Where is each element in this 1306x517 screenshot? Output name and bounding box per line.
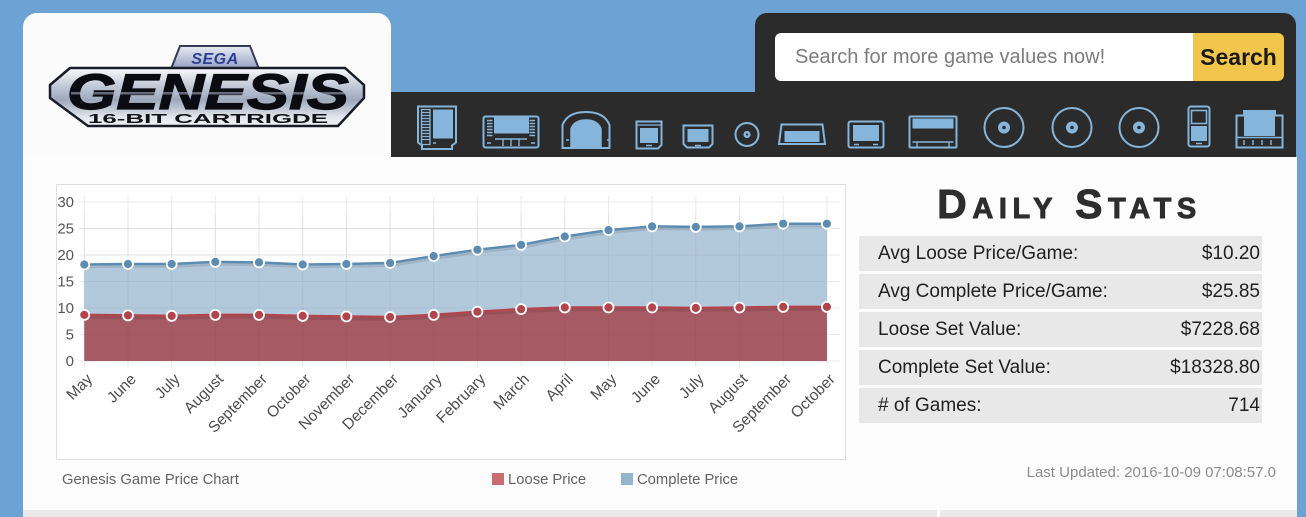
svg-text:0: 0	[66, 353, 74, 370]
svg-text:25: 25	[57, 221, 74, 238]
svg-text:SEGA: SEGA	[191, 51, 238, 68]
svg-text:20: 20	[57, 247, 74, 264]
svg-text:5: 5	[66, 327, 74, 344]
svg-text:15: 15	[57, 274, 74, 291]
svg-text:16-BIT CARTRIGDE: 16-BIT CARTRIGDE	[88, 112, 328, 126]
svg-text:10: 10	[57, 300, 74, 317]
svg-text:30: 30	[57, 194, 74, 211]
